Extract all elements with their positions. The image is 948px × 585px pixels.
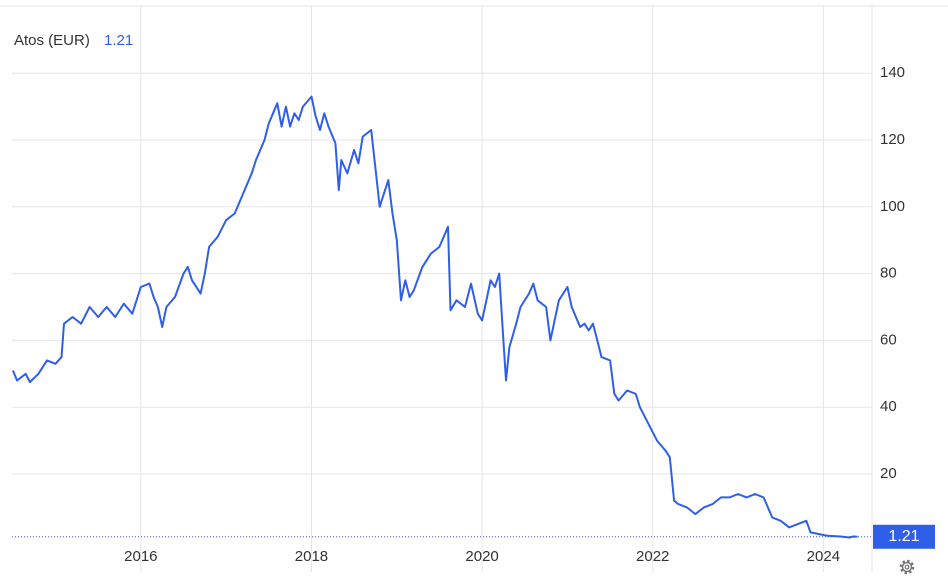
- settings-icon-part: [899, 559, 915, 575]
- x-tick-label: 2022: [636, 548, 669, 565]
- x-tick-label: 2020: [465, 548, 498, 565]
- last-value-text: 1.21: [104, 32, 133, 49]
- last-value-box-label: 1.21: [888, 528, 919, 545]
- last-value-box: [873, 524, 935, 549]
- settings-icon[interactable]: [899, 559, 915, 575]
- y-tick-label: 100: [880, 198, 905, 215]
- settings-icon-part: [904, 564, 910, 570]
- chart-title: Atos (EUR): [14, 32, 90, 49]
- y-tick-label: 80: [880, 265, 897, 282]
- price-line: [11, 95, 858, 539]
- y-tick-label: 40: [880, 398, 897, 415]
- x-tick-label: 2018: [295, 548, 328, 565]
- y-tick-label: 120: [880, 131, 905, 148]
- settings-icon-part: [901, 561, 913, 573]
- y-tick-label: 20: [880, 465, 897, 482]
- y-tick-label: 60: [880, 331, 897, 348]
- x-tick-label: 2016: [124, 548, 157, 565]
- y-tick-label: 140: [880, 64, 905, 81]
- x-tick-label: 2024: [807, 548, 840, 565]
